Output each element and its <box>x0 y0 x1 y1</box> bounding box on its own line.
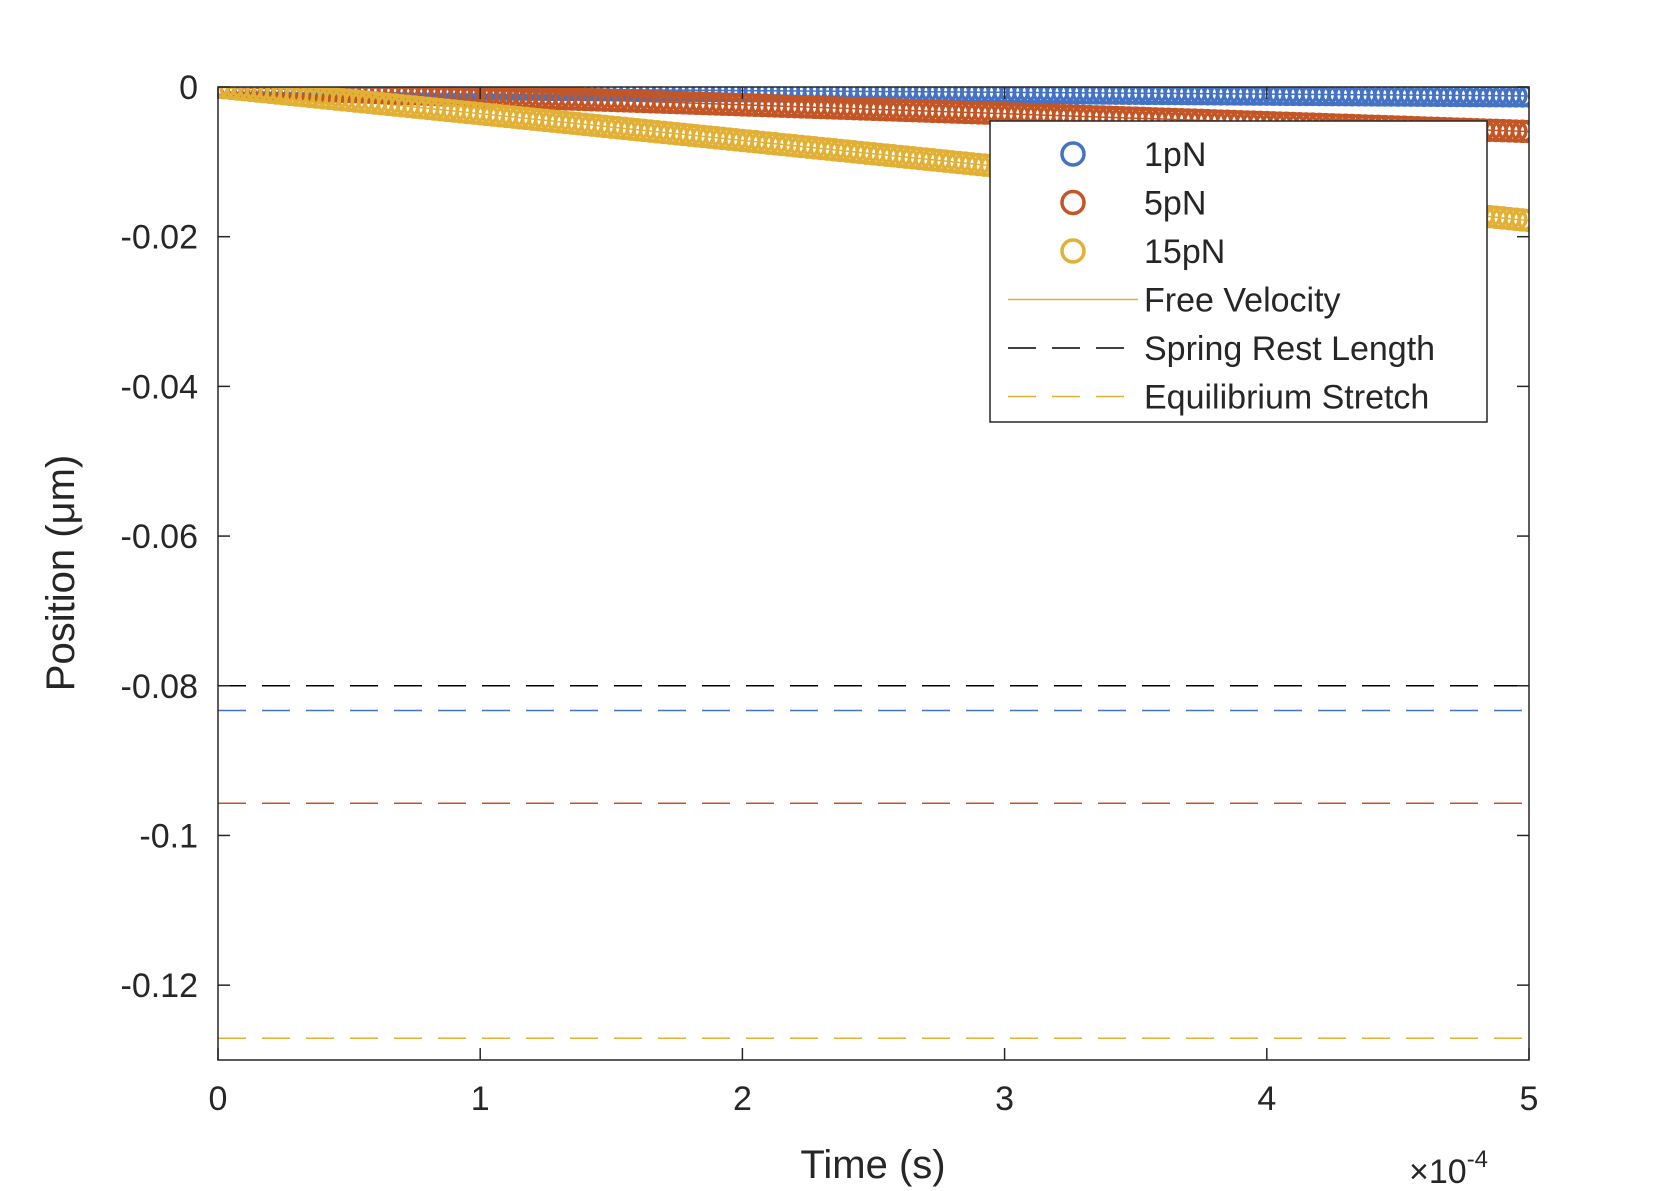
data-point <box>1517 119 1529 144</box>
y-tick-label: -0.12 <box>121 967 199 1005</box>
legend-item: Spring Rest Length <box>1008 330 1435 368</box>
legend-label: 5pN <box>1144 185 1206 223</box>
legend-label: Free Velocity <box>1144 282 1341 320</box>
y-tick-label: -0.04 <box>121 368 199 406</box>
y-tick-label: -0.06 <box>121 518 199 556</box>
x-exponent-label: ×10-4 <box>1409 1146 1488 1191</box>
legend-label: Equilibrium Stretch <box>1144 379 1429 417</box>
y-axis-label: Position (μm) <box>39 455 83 691</box>
plot-frame <box>217 86 1530 1061</box>
data-point <box>1510 87 1529 108</box>
data-point <box>1517 87 1529 108</box>
x-tick-label: 1 <box>471 1080 490 1118</box>
y-tick-label: -0.08 <box>121 668 199 706</box>
legend-item: 15pN <box>1060 233 1225 271</box>
legend-marker <box>1060 141 1086 167</box>
x-tick-label: 5 <box>1520 1080 1539 1118</box>
data-point <box>1504 119 1528 143</box>
y-tick-label: -0.1 <box>139 817 198 855</box>
legend-label: 1pN <box>1144 136 1206 174</box>
legend-marker <box>1060 238 1086 264</box>
x-tick-label: 0 <box>209 1080 228 1118</box>
data-point <box>1510 119 1529 144</box>
x-tick-label: 3 <box>995 1080 1014 1118</box>
x-exponent-base: ×10 <box>1409 1153 1467 1191</box>
x-tick-label: 4 <box>1257 1080 1276 1118</box>
legend-item: 5pN <box>1060 185 1206 223</box>
x-exponent-power: -4 <box>1467 1146 1488 1173</box>
data-point <box>1517 208 1529 233</box>
y-tick-label: -0.02 <box>121 219 199 257</box>
legend-box <box>989 120 1488 423</box>
legend-item: Free Velocity <box>1008 282 1341 320</box>
data-point <box>1504 87 1528 108</box>
legend-item: Equilibrium Stretch <box>1008 379 1429 417</box>
x-axis-label: Time (s) <box>800 1143 945 1187</box>
legend-item: 1pN <box>1060 136 1206 174</box>
legend: 1pN 5pN 15pN Free Velocity Spring Rest Lengt… <box>989 120 1488 423</box>
legend-label: 15pN <box>1144 233 1225 271</box>
legend-label: Spring Rest Length <box>1144 330 1435 368</box>
legend-marker <box>1060 189 1086 216</box>
axis-ticks: 0 1 2 3 4 5 0 -0.02 -0.04 -0.06 -0.08 -0.1 -0.12 <box>121 69 1539 1118</box>
y-tick-label: 0 <box>179 69 198 107</box>
x-tick-label: 2 <box>733 1080 752 1118</box>
